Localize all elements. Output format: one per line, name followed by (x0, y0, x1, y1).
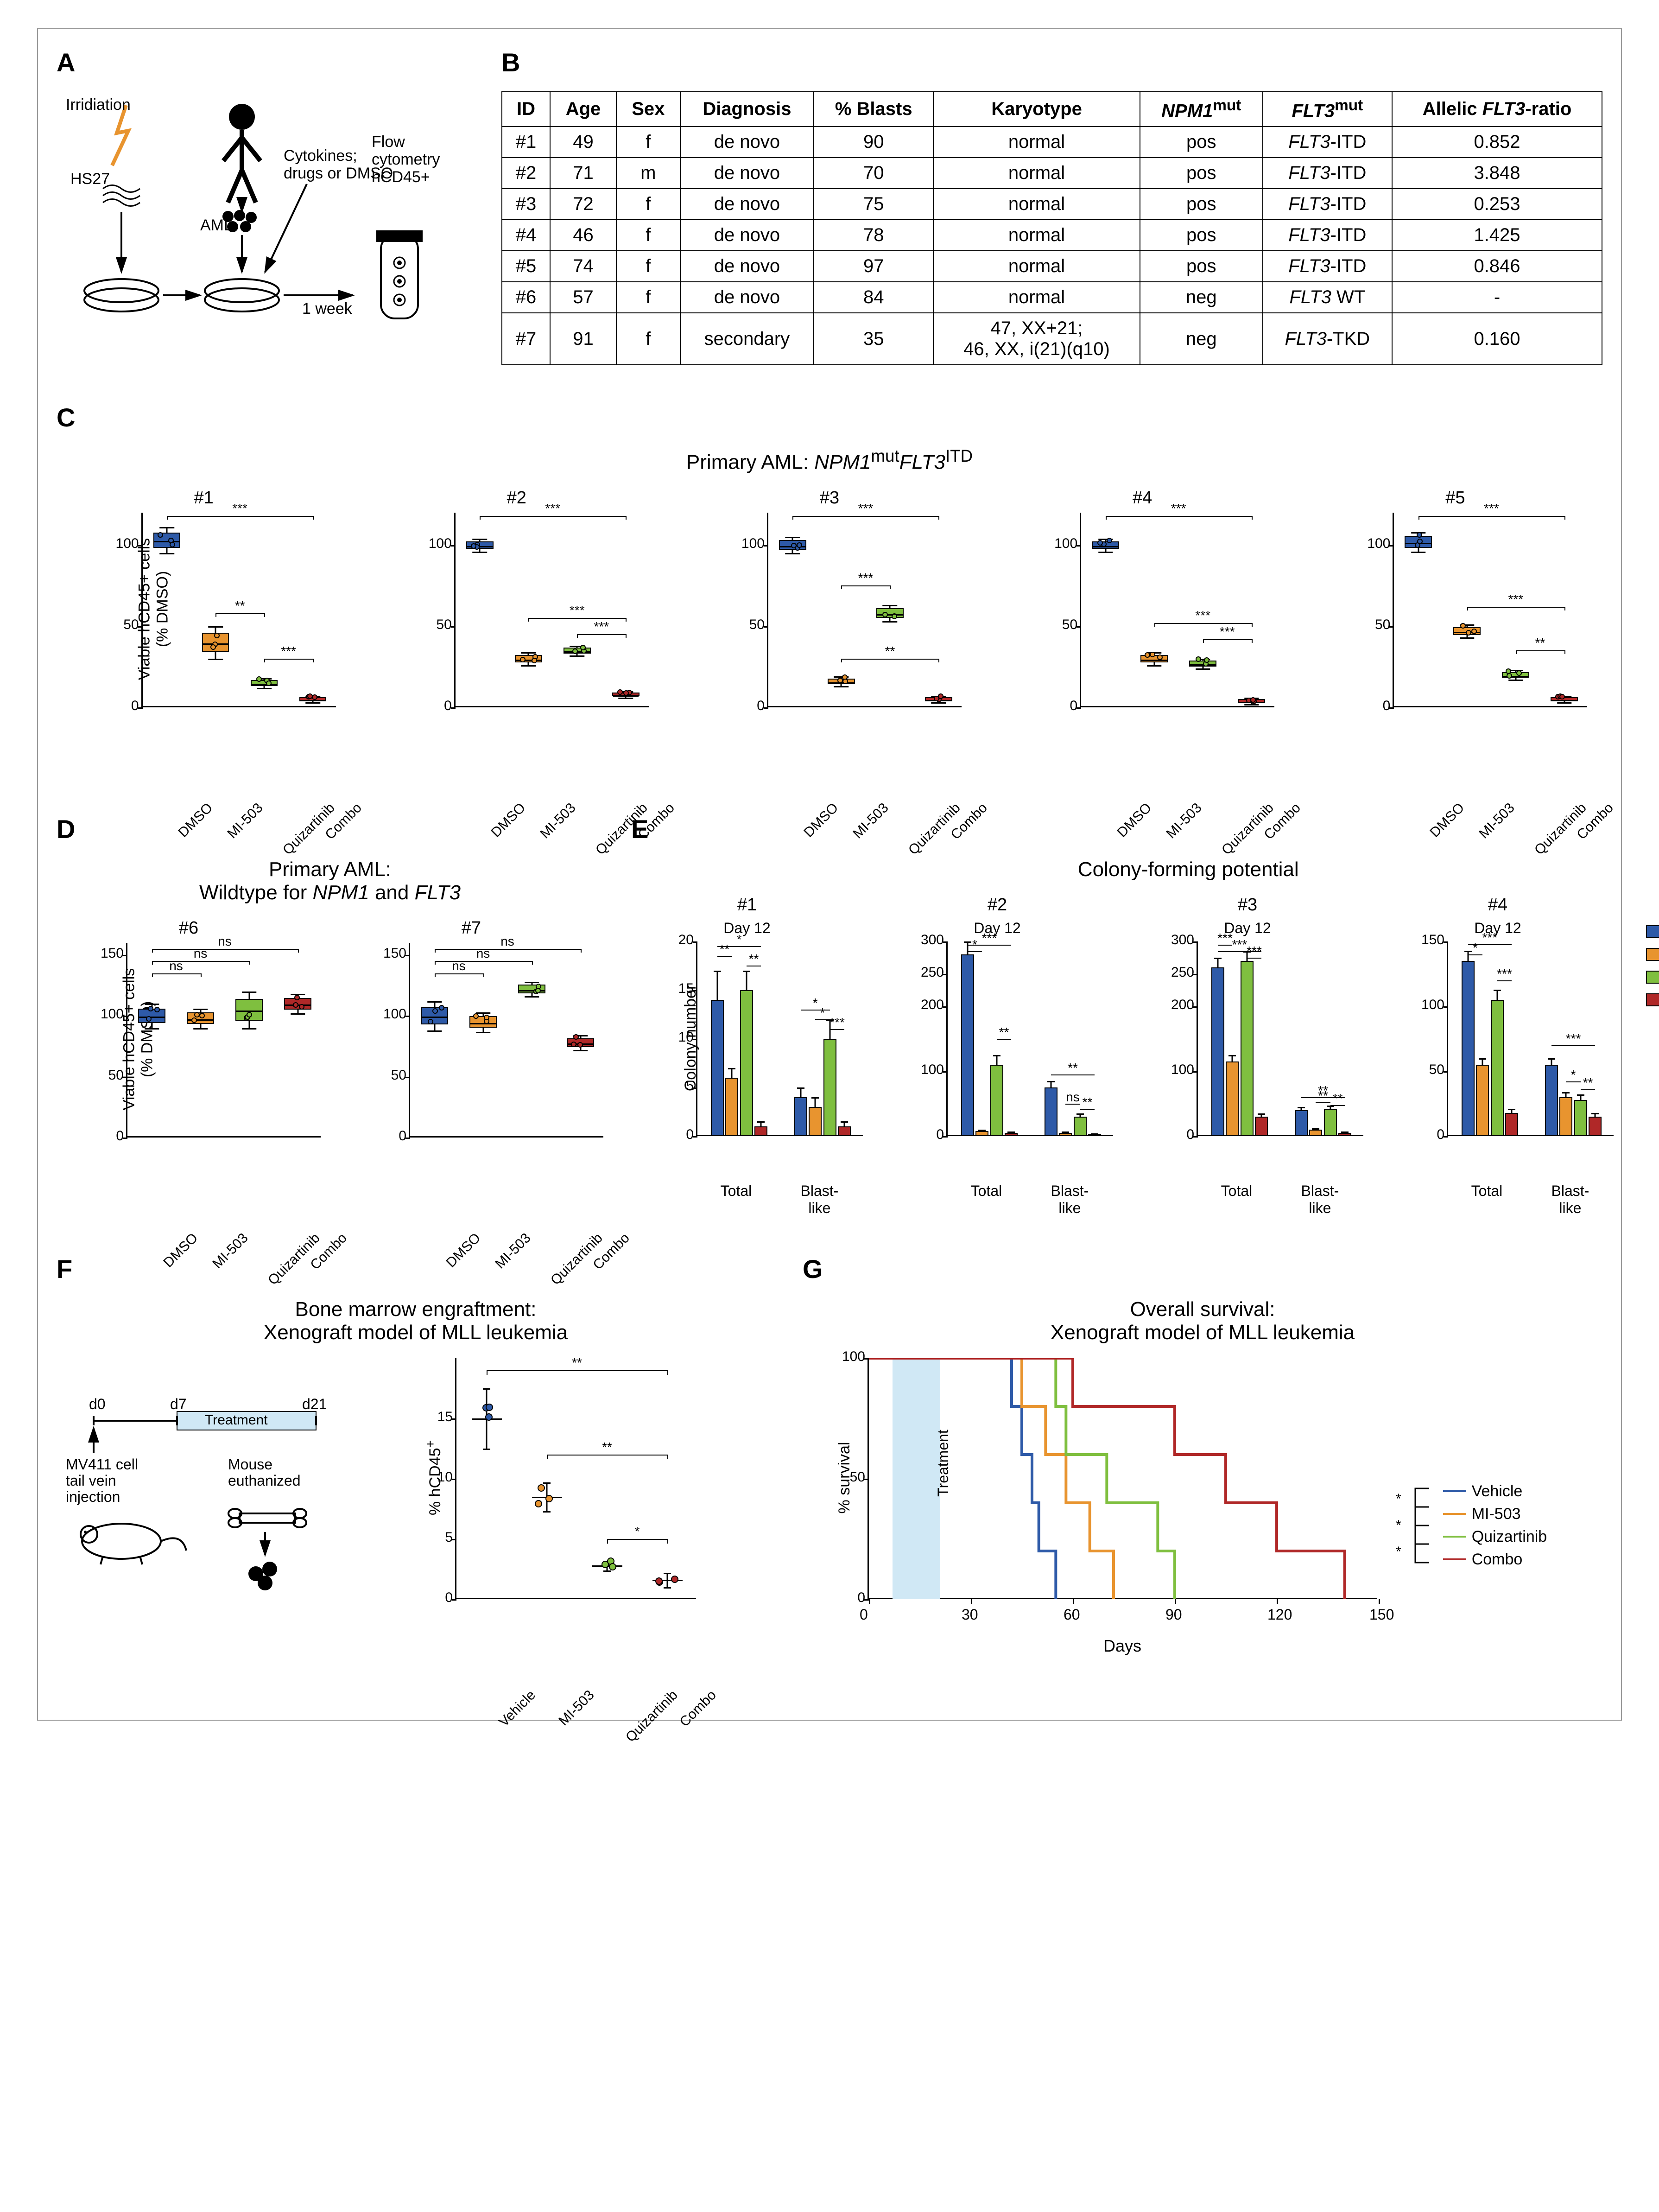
svg-text:cytometry: cytometry (372, 151, 440, 168)
panel-d: DPrimary AML:Wildtype for NPM1 and FLT3#… (57, 814, 603, 1217)
legend-item: Quizartinib (1646, 968, 1659, 986)
legend-item: Vehicle (1443, 1482, 1547, 1500)
boxplot-#5: #5050100********DMSOMI-503QuizartinibCom… (1323, 488, 1587, 777)
svg-text:d21: d21 (302, 1396, 327, 1412)
svg-text:Irridiation: Irridiation (66, 96, 131, 114)
boxplot-#7: #7050100150nsnsnsDMSOMI-503QuizartinibCo… (339, 918, 603, 1207)
schematic-f-svg: d0 d7 d21 Treatment MV411 cell tail vein… (57, 1393, 358, 1625)
svg-text:1 week: 1 week (302, 300, 353, 318)
legend-item: MI-503 (1443, 1505, 1547, 1523)
svg-text:Mouse: Mouse (228, 1456, 272, 1473)
svg-text:tail vein: tail vein (66, 1472, 116, 1489)
barplot-#4: #4Day 12050100150*************TotalBlast… (1382, 895, 1614, 1217)
panel-g: GOverall survival:Xenograft model of MLL… (803, 1254, 1602, 1664)
panel-b: BIDAgeSexDiagnosis% BlastsKaryotypeNPM1m… (501, 47, 1602, 365)
patient-table: IDAgeSexDiagnosis% BlastsKaryotypeNPM1mu… (501, 91, 1602, 365)
svg-text:Flow: Flow (372, 133, 405, 151)
svg-text:d7: d7 (170, 1396, 187, 1412)
svg-text:AML: AML (200, 216, 233, 234)
legend-item: DMSO (1646, 923, 1659, 941)
svg-text:HS27: HS27 (70, 170, 110, 188)
barplot-#1: #1Day 1205101520Colony number**********T… (631, 895, 863, 1217)
panel-f: FBone marrow engraftment:Xenograft model… (57, 1254, 775, 1664)
barplot-#3: #3Day 120100200250300***************Tota… (1132, 895, 1363, 1217)
svg-text:Cytokines;: Cytokines; (284, 147, 357, 165)
boxplot-#6: #6050100150Viable hCD45+ cells(% DMSO)ns… (57, 918, 321, 1207)
svg-text:Treatment: Treatment (205, 1412, 268, 1428)
svg-text:hCD45+: hCD45+ (372, 168, 430, 186)
boxplot-#4: #4050100*********DMSOMI-503QuizartinibCo… (1010, 488, 1274, 777)
panel-e: EColony-forming potential#1Day 120510152… (631, 814, 1659, 1217)
boxplot-#1: #1050100Viable hCD45+ cells(% DMSO)*****… (72, 488, 336, 777)
schematic-a-svg: Irridiation HS27 AML Cytokines; drugs or… (57, 91, 455, 351)
legend-item: Combo (1443, 1551, 1547, 1569)
boxplot-#3: #3050100********DMSOMI-503QuizartinibCom… (697, 488, 962, 777)
svg-text:MV411 cell: MV411 cell (66, 1456, 138, 1473)
barplot-#2: #2Day 120100200250300********ns**TotalBl… (881, 895, 1113, 1217)
legend-item: MI-503 (1646, 946, 1659, 964)
svg-text:d0: d0 (89, 1396, 106, 1412)
legend-item: Quizartinib (1443, 1528, 1547, 1546)
svg-text:euthanized: euthanized (228, 1472, 301, 1489)
legend-item: Combo (1646, 991, 1659, 1009)
panel-a: A Irridiation HS27 AML Cytokines; drugs … (57, 47, 474, 365)
svg-text:injection: injection (66, 1488, 120, 1505)
panel-c: CPrimary AML: NPM1mutFLT3ITD#1050100Viab… (57, 402, 1602, 777)
boxplot-#2: #2050100*********DMSOMI-503QuizartinibCo… (385, 488, 649, 777)
